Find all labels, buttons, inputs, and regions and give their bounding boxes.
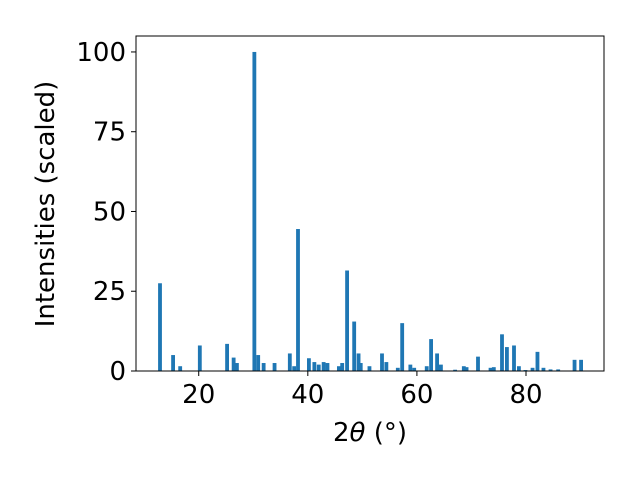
bar xyxy=(488,367,493,371)
bar xyxy=(476,356,480,371)
bar xyxy=(500,334,504,371)
bar xyxy=(340,363,345,371)
bar xyxy=(307,358,311,371)
bar xyxy=(400,323,405,371)
bar xyxy=(572,359,577,371)
bar xyxy=(296,229,300,371)
x-tick-label: 20 xyxy=(182,380,215,410)
bar xyxy=(272,363,277,371)
bar xyxy=(345,270,349,371)
x-axis-label: 2θ (°) xyxy=(333,418,407,448)
bar xyxy=(384,362,389,371)
bar xyxy=(261,363,266,371)
bar xyxy=(491,367,496,371)
bar xyxy=(352,321,357,371)
bar xyxy=(579,359,583,371)
bar xyxy=(321,362,326,371)
y-tick-label: 75 xyxy=(93,118,126,148)
bar xyxy=(461,366,466,371)
x-axis-ticks: 20 40 60 80 xyxy=(182,371,543,410)
y-tick-label: 25 xyxy=(93,277,126,307)
x-tick-label: 40 xyxy=(291,380,324,410)
bar xyxy=(517,366,521,371)
bar xyxy=(235,363,239,371)
bar xyxy=(556,369,561,371)
bar xyxy=(231,357,236,371)
bar xyxy=(171,355,175,371)
bar xyxy=(312,362,317,371)
bar xyxy=(325,363,330,371)
bar xyxy=(337,366,341,371)
bar xyxy=(439,364,443,371)
bar xyxy=(424,366,429,371)
bars-group xyxy=(158,51,583,371)
y-tick-label: 100 xyxy=(76,38,126,68)
bar xyxy=(197,345,202,371)
bar xyxy=(530,367,535,371)
x-tick-label: 80 xyxy=(509,380,542,410)
bar xyxy=(367,366,372,371)
bar xyxy=(380,353,384,371)
y-tick-label: 0 xyxy=(109,357,126,387)
bar xyxy=(356,353,361,371)
y-axis-label: Intensities (scaled) xyxy=(31,81,61,328)
bar xyxy=(429,339,433,371)
y-axis-ticks: 0 25 50 75 100 xyxy=(76,38,136,387)
bar xyxy=(408,364,413,371)
bar xyxy=(316,364,321,371)
x-tick-label: 60 xyxy=(400,380,433,410)
bar xyxy=(464,367,469,371)
bar xyxy=(548,369,553,371)
bar xyxy=(512,345,516,371)
bar xyxy=(292,366,297,371)
bar xyxy=(225,343,229,371)
bar xyxy=(158,283,162,371)
bar xyxy=(178,366,183,371)
bar xyxy=(412,367,417,371)
y-tick-label: 50 xyxy=(93,197,126,227)
bar xyxy=(358,363,363,371)
bar xyxy=(287,353,292,371)
plot-frame xyxy=(135,35,605,372)
bar xyxy=(252,51,257,371)
bar xyxy=(256,355,261,371)
bar xyxy=(453,369,457,371)
bar xyxy=(535,351,540,371)
bar xyxy=(435,353,439,371)
bar xyxy=(395,367,400,371)
bar xyxy=(505,347,509,371)
bar xyxy=(541,367,546,371)
